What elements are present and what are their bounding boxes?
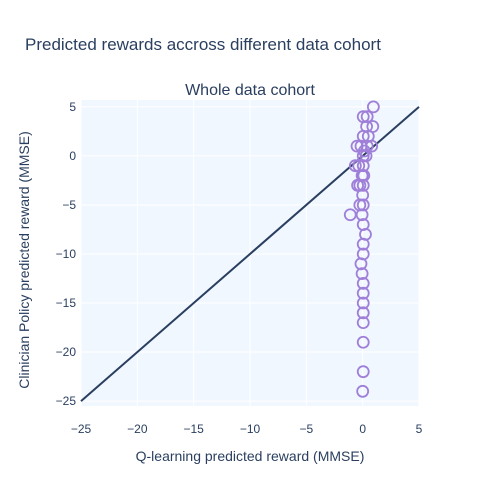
data-point (356, 296, 370, 310)
x-tick-label: −10 (240, 422, 261, 436)
data-point (356, 198, 370, 212)
x-tick-label: −5 (299, 422, 313, 436)
x-tick-label: −25 (71, 422, 92, 436)
data-point (355, 267, 369, 280)
x-tick-label: −20 (127, 422, 148, 436)
y-tick-label: 0 (69, 149, 76, 163)
y-tick-label: −25 (56, 394, 77, 408)
x-tick-labels: −25 −20 −15 −10 −5 0 5 (71, 422, 423, 436)
data-point (356, 159, 370, 173)
chart-subtitle: Whole data cohort (185, 82, 315, 99)
y-tick-label: −15 (56, 296, 77, 310)
data-points (343, 100, 380, 398)
y-tick-labels: −25 −20 −15 −10 −5 0 5 (56, 100, 77, 408)
y-tick-label: −10 (56, 247, 77, 261)
data-point (356, 286, 370, 300)
x-tick-label: 0 (359, 422, 366, 436)
data-point (366, 100, 380, 114)
data-point (355, 208, 369, 222)
x-tick-label: 5 (416, 422, 423, 436)
y-tick-label: −20 (56, 345, 77, 359)
x-axis-title: Q-learning predicted reward (MMSE) (136, 448, 365, 464)
data-point (356, 316, 370, 330)
data-point (354, 257, 368, 271)
data-point (356, 237, 370, 251)
data-point (348, 159, 362, 173)
data-point (356, 178, 370, 192)
data-point (356, 365, 370, 379)
data-point (351, 178, 364, 192)
data-point (356, 335, 370, 349)
data-point (356, 277, 370, 290)
chart-title: Predicted rewards accross different data… (25, 35, 381, 54)
y-axis-title: Clinician Policy predicted reward (MMSE) (16, 131, 32, 389)
data-point (356, 306, 370, 320)
y-tick-label: 5 (69, 100, 76, 114)
data-point (356, 384, 370, 398)
y-tick-label: −5 (62, 198, 76, 212)
x-tick-label: −15 (183, 422, 204, 436)
data-point (360, 110, 374, 124)
